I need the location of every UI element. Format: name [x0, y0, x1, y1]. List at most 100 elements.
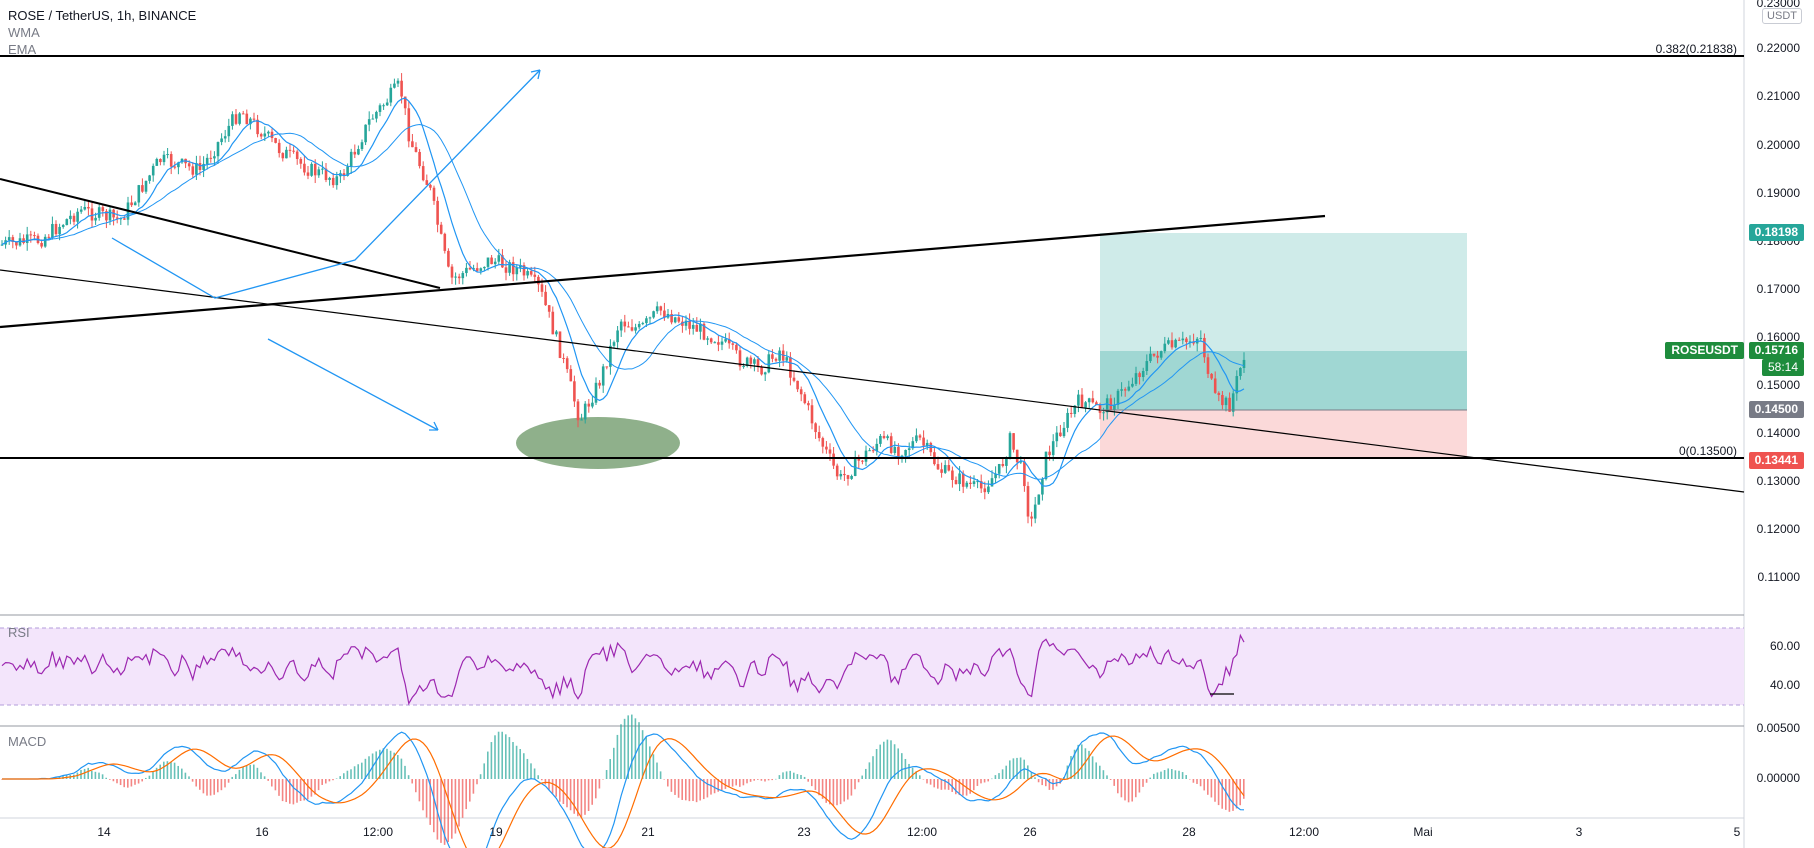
candle-body [1109, 398, 1113, 410]
candle-body [850, 475, 853, 479]
support-ellipse[interactable] [516, 417, 680, 469]
candle-body [551, 311, 555, 335]
macd-bar [1066, 765, 1069, 779]
macd-bar [555, 779, 557, 797]
macd-bar [577, 779, 579, 817]
rsi-band [0, 628, 1744, 705]
macd-bar [335, 778, 338, 779]
candle-body [490, 257, 493, 265]
candle-body [25, 234, 29, 244]
macd-bar [656, 762, 658, 779]
candle-body [771, 354, 774, 359]
macd-bar [213, 779, 215, 795]
down-arrow-line[interactable] [267, 338, 439, 431]
target-price-tag[interactable]: 0.18198 [1748, 224, 1804, 241]
macd-bar [645, 736, 647, 779]
candle-body [825, 446, 828, 450]
time-label: Mai [1413, 825, 1433, 839]
candle-body [1030, 516, 1033, 519]
macd-bar [98, 772, 100, 779]
candle-body [1080, 394, 1084, 408]
macd-bar [602, 779, 604, 780]
candle-body [670, 314, 673, 323]
candle-body [709, 338, 713, 343]
candle-body [648, 317, 652, 319]
candle-body [421, 166, 425, 181]
macd-bar [181, 768, 183, 779]
macd-bar [292, 779, 295, 805]
candle-body [69, 215, 72, 220]
candle-body [961, 473, 965, 487]
candle-body [1091, 398, 1095, 403]
candle-body [573, 381, 576, 402]
candle-body [785, 357, 789, 361]
macd-bar [969, 779, 971, 794]
macd-bar [389, 750, 392, 779]
candle-body [288, 149, 292, 151]
macd-bar [1124, 779, 1126, 801]
macd-bar [217, 779, 219, 793]
macd-bar [508, 737, 511, 779]
macd-bar [299, 779, 302, 801]
candle-body [745, 357, 749, 367]
price-label: 0.21000 [1756, 89, 1800, 103]
rsi-pane-title[interactable]: RSI [8, 625, 30, 640]
candle-body [1242, 359, 1246, 369]
macd-bar [422, 779, 424, 811]
macd-level-label: 0.00000 [1756, 771, 1800, 785]
macd-bar [872, 756, 874, 779]
trendline-descending-thick[interactable] [0, 178, 441, 289]
time-label: 23 [797, 825, 811, 839]
macd-bar [112, 779, 115, 782]
macd-bar [256, 767, 259, 779]
candle-body [767, 354, 771, 373]
stop-price-tag[interactable]: 0.13441 [1748, 452, 1804, 469]
macd-bar [569, 779, 572, 811]
macd-bar [109, 779, 111, 780]
candle-body [1084, 402, 1087, 408]
position-target-zone[interactable] [1100, 233, 1467, 410]
macd-bar [1019, 757, 1022, 779]
macd-bar [537, 775, 539, 779]
macd-bar [933, 779, 935, 788]
candle-body [627, 326, 630, 328]
candle-body [472, 268, 475, 270]
indicator-ema-label[interactable]: EMA [8, 42, 37, 57]
indicator-wma-label[interactable]: WMA [8, 25, 40, 40]
macd-bar [310, 779, 313, 797]
macd-bar [735, 779, 737, 786]
macd-bar [1235, 779, 1238, 809]
candle-body [429, 184, 432, 188]
price-label: 0.16000 [1756, 330, 1800, 344]
macd-bar [238, 769, 241, 779]
candle-body [1026, 486, 1030, 517]
candle-body [1066, 412, 1069, 428]
symbol-title[interactable]: ROSE / TetherUS, 1h, BINANCE [8, 8, 197, 23]
macd-bar [163, 761, 165, 779]
macd-pane-title[interactable]: MACD [8, 734, 47, 749]
macd-bar [274, 779, 277, 791]
symbol-name-tag[interactable]: ROSEUSDT [1665, 342, 1744, 359]
candle-body [637, 323, 641, 328]
currency-badge[interactable]: USDT [1762, 8, 1802, 24]
candle-body [778, 350, 781, 361]
candle-body [889, 436, 893, 453]
projection-path[interactable] [111, 69, 541, 299]
candle-body [479, 268, 483, 271]
current-price-tag[interactable]: 0.15716 [1748, 342, 1804, 359]
macd-bar [1041, 779, 1043, 786]
macd-bar [1106, 775, 1108, 779]
candle-body [1005, 458, 1008, 466]
macd-bar [245, 765, 248, 779]
entry-price-tag[interactable]: 0.14500 [1748, 401, 1804, 418]
candle-body [544, 291, 547, 306]
trendline-descending-thin[interactable] [0, 269, 1745, 493]
trendline-ascending-thick[interactable] [0, 214, 1326, 329]
macd-bar [87, 767, 89, 779]
time-label: 5 [1733, 825, 1741, 839]
candle-body [306, 172, 310, 176]
candle-body [807, 403, 810, 406]
candle-body [274, 138, 277, 143]
